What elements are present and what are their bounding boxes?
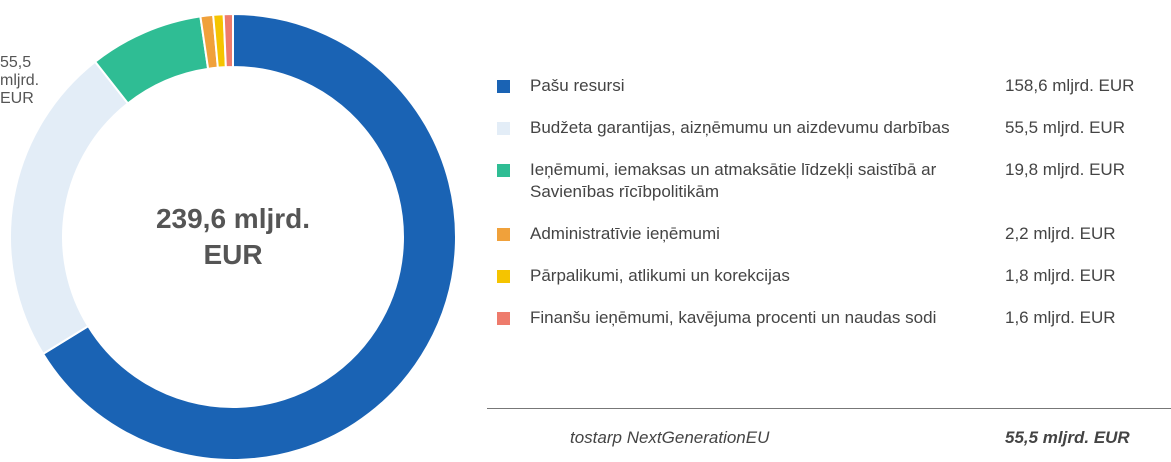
legend-swatch [497,228,510,241]
legend-label: Ieņēmumi, iemaksas un atmaksātie līdzekļ… [530,160,937,201]
slice-label: 158,6 mljrd. EUR [0,0,41,53]
legend-swatch [497,164,510,177]
legend-label: Finanšu ieņēmumi, kavējuma procenti un n… [530,308,937,327]
note-label: tostarp NextGenerationEU [570,428,770,447]
legend-swatch [497,270,510,283]
legend-swatch [497,312,510,325]
legend-swatch [497,122,510,135]
legend-label: Budžeta garantijas, aizņēmumu un aizdevu… [530,118,950,137]
note-value: 55,5 mljrd. EUR [1005,428,1130,447]
donut-slice [222,12,234,69]
legend-row: Finanšu ieņēmumi, kavējuma procenti un n… [497,307,1171,329]
legend-swatch [497,80,510,93]
slice-label: 55,5 mljrd. EUR [0,54,40,107]
legend-label: Pārpalikumi, atlikumi un korekcijas [530,266,790,285]
separator [487,408,1171,409]
donut-slice [41,12,457,461]
legend-row: Ieņēmumi, iemaksas un atmaksātie līdzekļ… [497,159,1171,203]
legend-value: 55,5 mljrd. EUR [1005,118,1125,137]
legend-label: Administratīvie ieņēmumi [530,224,720,243]
legend-value: 19,8 mljrd. EUR [1005,160,1125,179]
legend-value: 1,6 mljrd. EUR [1005,308,1116,327]
legend-value: 2,2 mljrd. EUR [1005,224,1116,243]
donut-slice [9,60,130,356]
donut-chart [9,12,457,461]
legend-value: 158,6 mljrd. EUR [1005,76,1135,95]
legend-row: Pašu resursi 158,6 mljrd. EUR [497,75,1171,97]
legend-row: Budžeta garantijas, aizņēmumu un aizdevu… [497,117,1171,139]
legend-label: Pašu resursi [530,76,625,95]
center-label: 239,6 mljrd. EUR [155,203,311,270]
legend: Pašu resursi 158,6 mljrd. EUR Budžeta gara… [497,75,1171,349]
legend-row: Administratīvie ieņēmumi 2,2 mljrd. EUR [497,223,1171,245]
legend-value: 1,8 mljrd. EUR [1005,266,1116,285]
legend-row: Pārpalikumi, atlikumi un korekcijas 1,8 m… [497,265,1171,287]
